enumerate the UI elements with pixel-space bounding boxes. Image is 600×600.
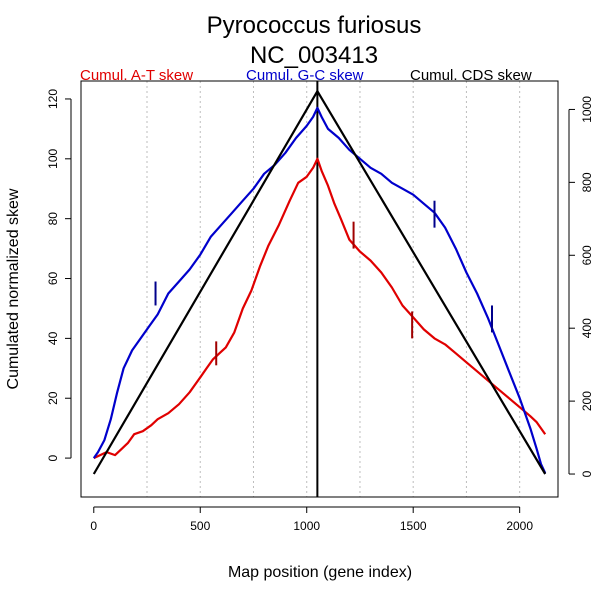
y2-tick-label: 600 bbox=[580, 245, 594, 265]
series-line-1 bbox=[92, 106, 547, 474]
y2-tick-label: 200 bbox=[580, 391, 594, 411]
error-markers bbox=[154, 200, 493, 366]
y2-tick-label: 0 bbox=[580, 470, 594, 477]
y-tick-label: 40 bbox=[46, 331, 60, 345]
x-tick-label: 0 bbox=[90, 519, 97, 533]
y-tick-label: 120 bbox=[46, 89, 60, 109]
legend-cds-skew: Cumul. CDS skew bbox=[410, 67, 532, 84]
chart-title: Pyrococcus furiosus bbox=[207, 12, 422, 39]
series-line-2 bbox=[92, 90, 547, 475]
y-tick-label: 60 bbox=[46, 272, 60, 286]
legend-gc-skew: Cumul. G-C skew bbox=[246, 67, 364, 84]
y2-tick-label: 1000 bbox=[580, 96, 594, 123]
x-axis-label: Map position (gene index) bbox=[228, 564, 412, 581]
y2-tick-label: 800 bbox=[580, 172, 594, 192]
x-tick-label: 2000 bbox=[506, 519, 533, 533]
y2-tick-label: 400 bbox=[580, 318, 594, 338]
series-line-0 bbox=[93, 157, 547, 460]
y-tick-label: 0 bbox=[46, 454, 60, 461]
y-tick-label: 20 bbox=[46, 391, 60, 405]
x-tick-label: 1000 bbox=[293, 519, 320, 533]
legend-at-skew: Cumul. A-T skew bbox=[80, 67, 193, 84]
series-lines bbox=[92, 90, 547, 475]
y-axis-label: Cumulated normalized skew bbox=[5, 188, 22, 389]
y-axis-left: 0 20 40 60 80 100 120 bbox=[46, 89, 72, 461]
plot-frame bbox=[80, 80, 559, 498]
y-axis-right: 0 200 400 600 800 1000 bbox=[568, 96, 594, 477]
y-tick-label: 100 bbox=[46, 148, 60, 168]
chart-subtitle: NC_003413 bbox=[250, 42, 378, 69]
x-tick-label: 500 bbox=[190, 519, 210, 533]
x-tick-label: 1500 bbox=[400, 519, 427, 533]
x-axis: 0 500 1000 1500 2000 bbox=[90, 506, 533, 533]
y-tick-label: 80 bbox=[46, 212, 60, 226]
